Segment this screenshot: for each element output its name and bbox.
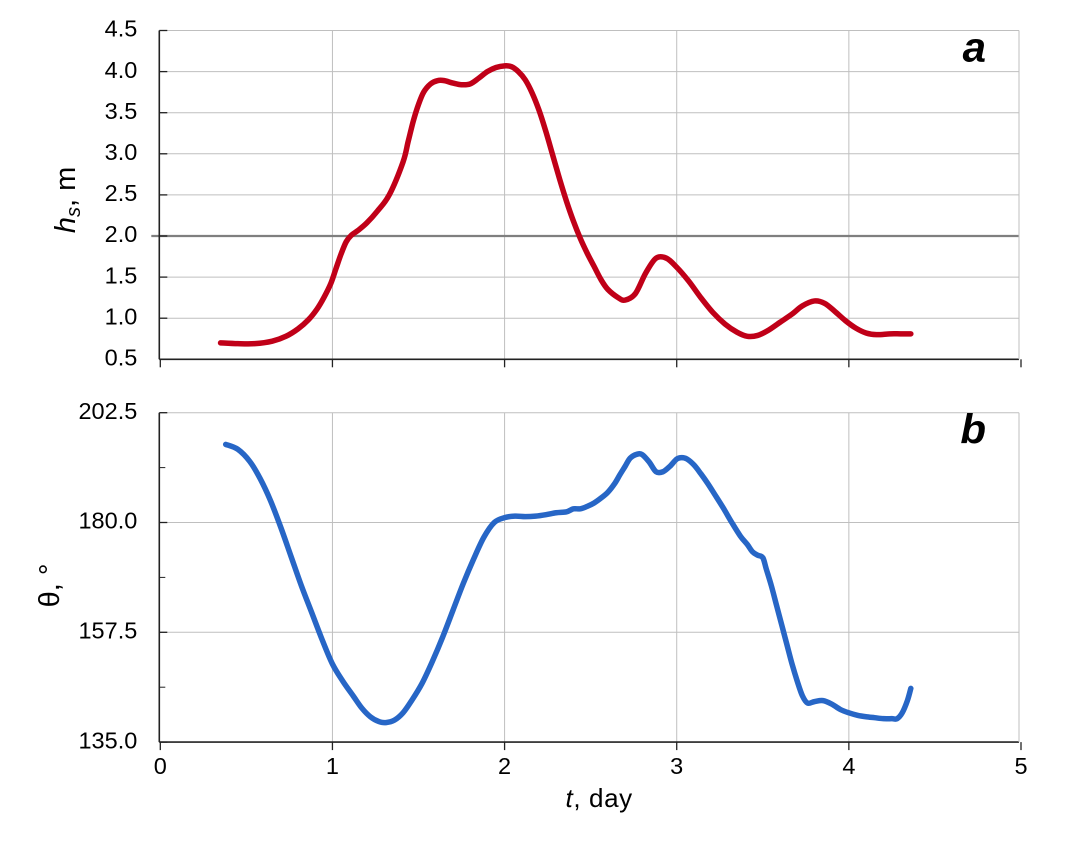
svg-text:0.5: 0.5 (105, 345, 138, 371)
svg-text:4.0: 4.0 (105, 57, 138, 83)
svg-text:t, day: t, day (566, 783, 633, 813)
svg-text:180.0: 180.0 (78, 508, 137, 534)
svg-text:3: 3 (670, 753, 683, 779)
svg-text:2: 2 (498, 753, 511, 779)
svg-text:4: 4 (842, 753, 855, 779)
svg-text:4.5: 4.5 (105, 16, 138, 42)
svg-text:135.0: 135.0 (78, 727, 137, 753)
svg-text:1.5: 1.5 (105, 262, 138, 288)
svg-text:a: a (963, 24, 986, 71)
svg-text:5: 5 (1014, 753, 1027, 779)
svg-text:hs, m: hs, m (50, 167, 85, 233)
svg-text:202.5: 202.5 (78, 398, 137, 424)
svg-text:b: b (960, 406, 986, 453)
svg-text:3.0: 3.0 (105, 139, 138, 165)
svg-text:θ, °: θ, ° (34, 563, 66, 607)
svg-text:2.0: 2.0 (105, 221, 138, 247)
svg-text:1.0: 1.0 (105, 303, 138, 329)
svg-text:0: 0 (154, 753, 167, 779)
svg-text:2.5: 2.5 (105, 180, 138, 206)
svg-text:157.5: 157.5 (78, 618, 137, 644)
svg-text:1: 1 (326, 753, 339, 779)
svg-text:3.5: 3.5 (105, 98, 138, 124)
